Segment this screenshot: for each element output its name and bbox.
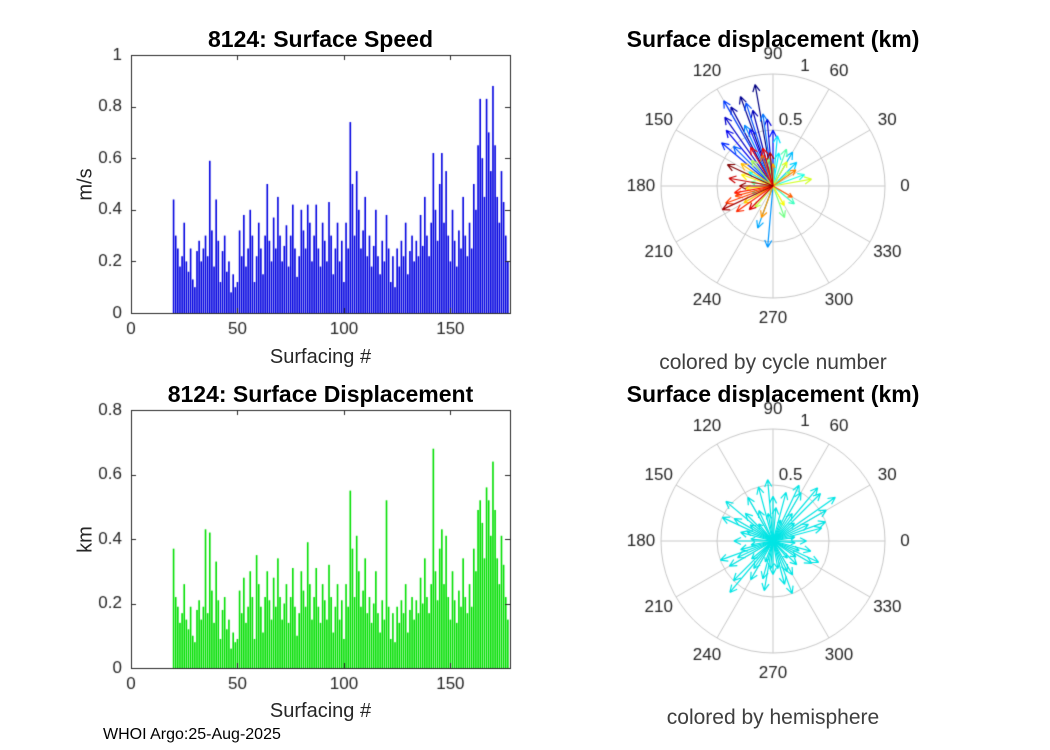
- surface-displacement-chart: [90, 379, 530, 724]
- cycle-polar-chart: [600, 24, 950, 374]
- hemisphere-polar-chart: [600, 379, 950, 724]
- surface-speed-chart: [90, 24, 530, 374]
